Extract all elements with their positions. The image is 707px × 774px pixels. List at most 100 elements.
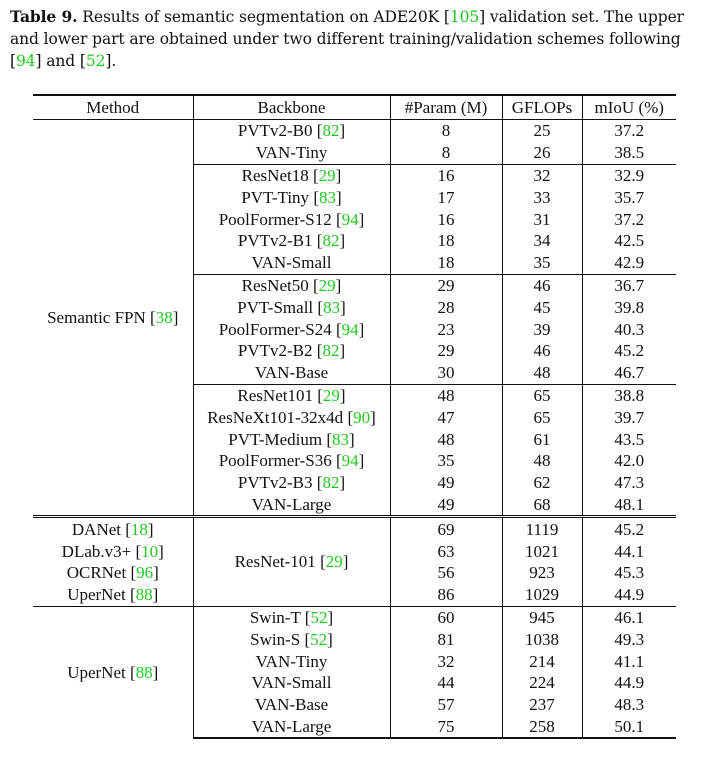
citation-link[interactable]: 83 (318, 187, 336, 207)
miou-cell: 42.9 (614, 253, 645, 273)
header-miou: mIoU (%) (582, 95, 676, 120)
miou-cell: 46.7 (614, 363, 645, 383)
backbone-label: PVT-Small (237, 297, 314, 317)
citation-link[interactable]: 94 (341, 209, 359, 229)
backbone-cell: VAN-Base (193, 361, 391, 385)
table-body: Semantic FPN [38] PVTv2-B0 [82] 8 25 37.2 VAN… (33, 119, 676, 740)
backbone-label: VAN-Small (251, 253, 332, 273)
miou-cell: 36.7 (582, 273, 676, 297)
gflops-cell: 26 (502, 141, 583, 165)
citation-link[interactable]: 83 (323, 297, 341, 317)
backbone-cell: ResNet50 [29] (193, 273, 391, 297)
table-row: PVTv2-B2 [82] 29 46 45.2 (33, 339, 676, 362)
miou-cell: 48.3 (614, 695, 645, 715)
table-row: DANet [18] ResNet-101 [29] 69 1119 45.2 (33, 515, 676, 607)
citation-link[interactable]: 96 (136, 563, 154, 583)
backbone-cell: VAN-Small (193, 671, 391, 694)
backbone-cell: PoolFormer-S12 [94] (193, 208, 391, 230)
citation-link[interactable]: 82 (322, 473, 340, 493)
params-cell: 16 (390, 163, 503, 187)
backbone-cell: ResNet101 [29] (193, 383, 391, 407)
citation-link[interactable]: 82 (322, 231, 340, 251)
miou-cell: 41.1 (614, 651, 645, 671)
gflops-cell: 237 (502, 693, 583, 716)
gflops-cell: 62 (502, 471, 583, 494)
params-cell: 49 (390, 471, 503, 494)
citation-link[interactable]: 18 (130, 519, 148, 539)
citation-link[interactable]: 29 (318, 165, 336, 185)
citation-link[interactable]: 94 (15, 52, 36, 70)
gflops-cell: 48 (502, 361, 583, 385)
caption-text: Results of semantic segmentation on ADE2… (77, 8, 450, 26)
params-cell: 29 (390, 339, 503, 362)
miou-cell: 50.1 (582, 715, 676, 740)
gflops-cell: 48 (502, 449, 583, 472)
method-label: OCRNet (66, 563, 127, 583)
table-row: PoolFormer-S36 [94] 35 48 42.0 (33, 449, 676, 472)
params-cell: 35 (390, 449, 503, 472)
gflops-cell: 45 (502, 296, 583, 319)
caption-text: ]. (105, 52, 117, 70)
backbone-label: VAN-Base (254, 695, 329, 715)
citation-link[interactable]: 29 (318, 275, 336, 295)
backbone-cell: VAN-Base (193, 693, 391, 716)
backbone-label: Swin-S (250, 629, 301, 649)
params-cell: 56 (390, 561, 503, 584)
citation-link[interactable]: 105 (449, 8, 480, 26)
miou-cell: 42.5 (614, 231, 645, 251)
backbone-cell: VAN-Large (193, 715, 391, 740)
params-cell: 8 (390, 141, 503, 165)
miou-cell: 45.2 (582, 515, 676, 541)
miou-cell: 45.2 (614, 341, 645, 361)
citation-link[interactable]: 38 (155, 308, 173, 328)
params-cell: 48 (390, 428, 503, 450)
citation-link[interactable]: 90 (353, 407, 371, 427)
citation-link[interactable]: 52 (310, 629, 328, 649)
citation-link[interactable]: 82 (322, 121, 340, 141)
backbone-label: PVTv2-B1 (237, 231, 313, 251)
method-cell: DANet [18] (33, 515, 194, 541)
citation-link[interactable]: 10 (141, 541, 159, 561)
backbone-label: ResNet-101 (234, 552, 316, 572)
table-row: PVT-Medium [83] 48 61 43.5 (33, 428, 676, 450)
citation-link[interactable]: 88 (135, 585, 153, 605)
backbone-cell: VAN-Small (193, 251, 391, 275)
miou-cell: 45.3 (614, 563, 645, 583)
citation-link[interactable]: 29 (325, 552, 343, 572)
gflops-cell: 224 (502, 671, 583, 694)
miou-cell: 43.5 (614, 429, 645, 449)
citation-link[interactable]: 52 (310, 607, 328, 627)
gflops-cell: 61 (502, 428, 583, 450)
gflops-cell: 1038 (502, 628, 583, 651)
params-cell: 16 (390, 208, 503, 230)
citation-link[interactable]: 29 (322, 385, 340, 405)
backbone-label: VAN-Large (251, 716, 332, 736)
backbone-cell: VAN-Tiny (193, 141, 391, 165)
backbone-cell: PVT-Medium [83] (193, 428, 391, 450)
citation-link[interactable]: 83 (332, 429, 350, 449)
table-row: VAN-Tiny 32 214 41.1 (33, 650, 676, 672)
citation-link[interactable]: 52 (85, 52, 106, 70)
miou-cell: 39.8 (614, 297, 645, 317)
table-row: PVT-Small [83] 28 45 39.8 (33, 296, 676, 319)
table-row: VAN-Tiny 8 26 38.5 (33, 141, 676, 165)
backbone-label: PoolFormer-S36 (218, 451, 332, 471)
citation-link[interactable]: 82 (322, 341, 340, 361)
miou-cell: 48.1 (614, 494, 645, 514)
backbone-cell: PVT-Small [83] (193, 296, 391, 319)
backbone-cell: VAN-Tiny (193, 650, 391, 672)
method-cell: UperNet [88] (33, 583, 194, 607)
table-row: Swin-S [52] 81 1038 49.3 (33, 628, 676, 651)
params-cell: 60 (390, 605, 503, 629)
params-cell: 57 (390, 693, 503, 716)
miou-cell: 38.5 (614, 143, 645, 163)
miou-cell: 32.9 (582, 163, 676, 187)
table-row: ResNet50 [29] 29 46 36.7 (33, 273, 676, 297)
citation-link[interactable]: 88 (135, 662, 153, 682)
method-label: Semantic FPN (47, 308, 146, 328)
backbone-cell: PVTv2-B1 [82] (193, 229, 391, 252)
citation-link[interactable]: 94 (341, 451, 359, 471)
citation-link[interactable]: 94 (341, 319, 359, 339)
params-cell: 86 (390, 583, 503, 607)
backbone-cell: Swin-S [52] (193, 628, 391, 651)
